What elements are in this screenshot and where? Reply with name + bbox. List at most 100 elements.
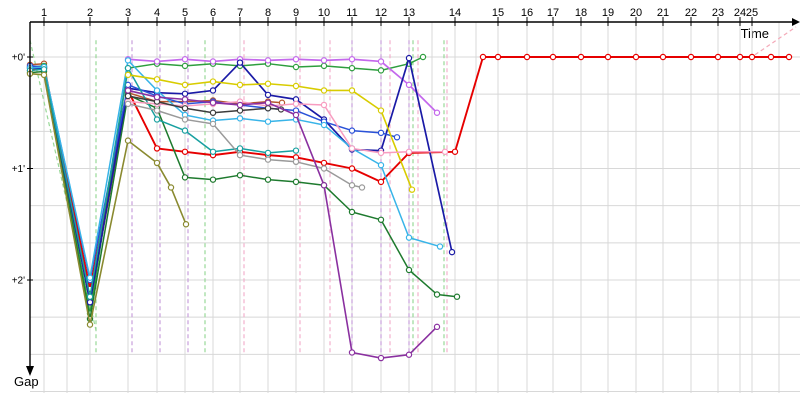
series-marker-gray	[153, 107, 161, 114]
x-tick-label: 16	[521, 7, 533, 19]
x-tick-label: 3	[125, 7, 131, 19]
series-marker-violet	[433, 109, 441, 116]
time-axis-arrow-icon	[792, 18, 800, 26]
series-marker-green	[377, 67, 385, 74]
series-marker-leader-red	[523, 53, 531, 61]
series-marker-teal	[124, 64, 132, 72]
series-marker-pink	[405, 148, 413, 155]
series-marker-navy	[181, 90, 189, 97]
series-marker-yellow	[377, 107, 385, 114]
series-marker-blue	[377, 129, 385, 137]
series-marker-gray	[348, 182, 356, 189]
series-marker-leader-red	[577, 53, 585, 61]
series-marker-leader-red	[479, 53, 487, 61]
series-marker-dark-green	[405, 266, 413, 274]
series-marker-navy	[209, 87, 217, 94]
series-marker-navy	[86, 299, 94, 306]
series-marker-leader-red	[604, 53, 612, 61]
series-marker-dark-green	[209, 176, 217, 183]
series-marker-blue	[393, 134, 401, 141]
series-marker-yellow	[264, 80, 272, 87]
series-marker-leader-red	[785, 53, 793, 61]
series-marker-gray	[124, 100, 132, 108]
series-marker-olive	[153, 159, 161, 167]
series-marker-yellow	[292, 82, 300, 90]
series-line-violet	[127, 58, 438, 114]
x-tick-label: 5	[182, 7, 188, 19]
series-marker-sky-blue	[236, 115, 244, 122]
series-marker-purple	[433, 323, 441, 331]
series-marker-black	[264, 105, 272, 112]
x-tick-label: 9	[293, 7, 299, 19]
series-marker-gray	[358, 184, 366, 191]
series-marker-sky-blue	[86, 274, 94, 281]
series-marker-leader-red	[451, 148, 459, 155]
series-marker-violet	[153, 58, 161, 65]
series-marker-green	[181, 62, 189, 70]
series-marker-navy	[264, 91, 272, 99]
series-line-dark-green	[29, 70, 458, 320]
series-marker-sky-blue	[124, 57, 132, 64]
series-marker-purple	[405, 351, 413, 358]
x-tick-label: 22	[685, 7, 697, 19]
series-marker-purple	[209, 99, 217, 106]
x-tick-label: 25	[746, 7, 758, 19]
series-marker-yellow	[348, 87, 356, 94]
series-marker-leader-red	[320, 159, 328, 167]
series-marker-gray	[181, 116, 189, 123]
series-marker-purple	[348, 349, 356, 356]
series-marker-yellow	[236, 81, 244, 89]
series-marker-teal	[209, 148, 217, 155]
series-marker-leader-red	[659, 53, 667, 61]
series-line-gray	[127, 103, 363, 189]
x-tick-label: 17	[547, 7, 559, 19]
series-marker-yellow	[320, 87, 328, 94]
series-marker-purple	[264, 99, 272, 106]
series-marker-violet	[348, 56, 356, 63]
series-marker-green	[348, 64, 356, 72]
series-marker-dark-green	[292, 178, 300, 186]
x-tick-label: 4	[154, 7, 160, 19]
series-marker-gray	[320, 165, 328, 172]
series-marker-leader-red	[748, 53, 756, 61]
series-marker-dark-green	[453, 293, 461, 300]
series-marker-leader-red	[736, 53, 744, 61]
series-marker-teal	[264, 149, 272, 157]
series-marker-sky-blue	[377, 161, 385, 169]
x-tick-label: 13	[403, 7, 415, 19]
x-tick-label: 6	[210, 7, 216, 19]
series-marker-green	[419, 53, 427, 61]
pink-diagonal-topright	[754, 26, 797, 56]
series-marker-green	[320, 62, 328, 70]
series-marker-violet	[320, 57, 328, 64]
x-tick-label: 11	[346, 7, 357, 19]
series-marker-purple	[236, 101, 244, 109]
series-marker-navy	[448, 248, 456, 256]
series-marker-teal	[292, 147, 300, 154]
series-marker-violet	[209, 58, 217, 65]
series-marker-teal	[86, 293, 94, 300]
time-axis-label: Time	[741, 26, 769, 41]
y-tick-label: +1'	[12, 164, 25, 175]
x-tick-label: 12	[375, 7, 387, 19]
series-marker-black	[209, 109, 217, 116]
series-marker-leader-red	[549, 53, 557, 61]
series-marker-sky-blue	[264, 118, 272, 125]
x-tick-label: 14	[449, 7, 461, 19]
y-tick-label: +2'	[12, 276, 25, 287]
x-tick-label: 2	[87, 7, 93, 19]
series-marker-gray	[264, 156, 272, 163]
series-marker-dark-green	[377, 216, 385, 223]
series-marker-navy	[236, 59, 244, 66]
series-marker-purple	[292, 111, 300, 119]
series-marker-gray	[209, 120, 217, 128]
series-marker-black	[181, 105, 189, 112]
series-marker-olive	[40, 71, 48, 79]
series-marker-teal	[153, 116, 161, 123]
series-marker-leader-red	[767, 53, 775, 61]
series-marker-purple	[124, 87, 132, 94]
series-line-purple	[127, 89, 438, 359]
x-tick-label: 15	[492, 7, 504, 19]
series-marker-leader-red	[348, 165, 356, 172]
